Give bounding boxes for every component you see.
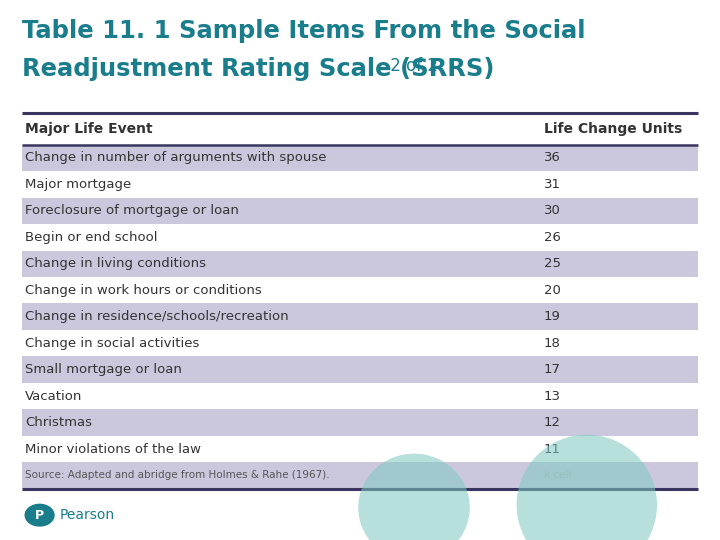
Text: Readjustment Rating Scale (SRRS): Readjustment Rating Scale (SRRS) [22,57,494,80]
Text: Life Change Units: Life Change Units [544,122,682,136]
Text: 26: 26 [544,231,560,244]
Bar [22,251,698,277]
Text: Table 11. 1 Sample Items From the Social: Table 11. 1 Sample Items From the Social [22,19,585,43]
Ellipse shape [516,435,657,540]
Text: 25: 25 [544,257,561,271]
Text: 20: 20 [544,284,560,297]
Bar [22,303,698,330]
Text: Foreclosure of mortgage or loan: Foreclosure of mortgage or loan [25,204,239,218]
Text: 31: 31 [544,178,561,191]
Text: 13: 13 [544,389,561,403]
Text: k cell: k cell [544,470,571,481]
Ellipse shape [358,454,469,540]
Text: Begin or end school: Begin or end school [25,231,158,244]
Circle shape [25,504,54,526]
Text: 17: 17 [544,363,561,376]
Text: Major mortgage: Major mortgage [25,178,132,191]
Text: 12: 12 [544,416,561,429]
Bar [22,409,698,436]
Text: 11: 11 [544,442,561,456]
Bar [22,356,698,383]
Text: Pearson: Pearson [60,508,115,522]
Text: Change in work hours or conditions: Change in work hours or conditions [25,284,262,297]
Text: Vacation: Vacation [25,389,83,403]
Text: Change in number of arguments with spouse: Change in number of arguments with spous… [25,151,327,165]
Text: Small mortgage or loan: Small mortgage or loan [25,363,182,376]
Text: Source: Adapted and abridge from Holmes & Rahe (1967).: Source: Adapted and abridge from Holmes … [25,470,330,481]
Text: 36: 36 [544,151,560,165]
Text: 19: 19 [544,310,560,323]
Text: P: P [35,509,44,522]
Text: Minor violations of the law: Minor violations of the law [25,442,201,456]
Text: Major Life Event: Major Life Event [25,122,153,136]
Bar [22,145,698,171]
Text: Christmas: Christmas [25,416,92,429]
Text: Change in social activities: Change in social activities [25,336,199,350]
Text: 18: 18 [544,336,560,350]
Text: 2 of 2: 2 of 2 [385,57,438,75]
Bar [22,198,698,224]
Text: 30: 30 [544,204,560,218]
Text: Change in living conditions: Change in living conditions [25,257,206,271]
Bar [22,462,698,489]
Text: Change in residence/schools/recreation: Change in residence/schools/recreation [25,310,289,323]
